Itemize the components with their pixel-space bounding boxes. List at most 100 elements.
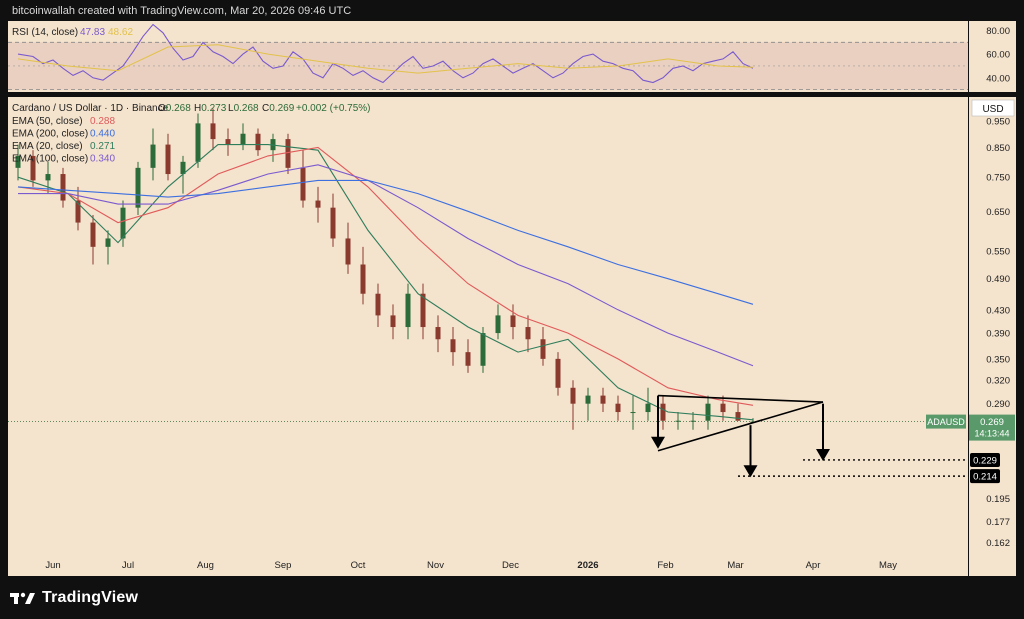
ohlc-h: H0.273: [194, 103, 227, 114]
rsi-tick-label: 60.00: [986, 50, 1010, 61]
arrow-head: [816, 449, 830, 462]
candle: [240, 123, 246, 151]
candle: [300, 150, 306, 208]
price-tick-label: 0.950: [986, 116, 1010, 127]
symbol-tag-box: [926, 414, 966, 429]
candle-body: [90, 222, 96, 247]
price-tick-label: 0.350: [986, 354, 1010, 365]
arrow-head: [743, 465, 758, 478]
candle: [330, 193, 336, 247]
ema-legend-value: 0.340: [90, 154, 115, 165]
ema-legend-label: EMA (200, close): [12, 129, 88, 140]
target-tag-label: 0.229: [973, 455, 997, 466]
rsi-scale-panel: [969, 21, 1016, 92]
time-tick-label: Jun: [45, 560, 60, 571]
candle: [390, 304, 396, 340]
down-arrow: [743, 425, 758, 478]
price-tick-label: 0.177: [986, 517, 1010, 528]
price-tick-label: 0.430: [986, 305, 1010, 316]
candle: [255, 128, 261, 156]
price-tick-label: 0.390: [986, 329, 1010, 340]
candle-body: [480, 333, 486, 366]
candle: [615, 395, 621, 421]
candle-body: [360, 264, 366, 294]
price-tick-label: 0.162: [986, 538, 1010, 549]
target-tag-label: 0.214: [973, 472, 997, 483]
candle-body: [540, 339, 546, 359]
candle-body: [435, 327, 441, 340]
candle-body: [255, 133, 261, 151]
candle: [210, 108, 216, 151]
candle: [360, 246, 366, 305]
candle-body: [495, 315, 501, 334]
candle-body: [420, 293, 426, 328]
candle-body: [60, 174, 66, 201]
time-tick-label: Aug: [197, 560, 214, 571]
ema100-line: [18, 164, 754, 367]
candle: [195, 113, 201, 168]
candle-body: [105, 238, 111, 247]
candle-body: [15, 155, 21, 168]
ema-legend-label: EMA (100, close): [12, 154, 88, 165]
candle: [510, 304, 516, 340]
candle: [465, 339, 471, 373]
brand[interactable]: TradingView: [10, 587, 138, 609]
candle: [15, 144, 21, 181]
candle-body: [375, 293, 381, 316]
rsi-line: [17, 23, 754, 84]
triangle-upper-line: [657, 394, 824, 403]
candle-body: [150, 144, 156, 168]
candle-body: [555, 358, 561, 388]
time-tick-label: Dec: [502, 560, 519, 571]
candle: [705, 395, 711, 430]
triangle-lower-line: [657, 401, 824, 452]
candle-body: [315, 200, 321, 208]
candle-body: [390, 315, 396, 328]
candle-body: [210, 123, 216, 140]
ohlc-value: 0.273: [201, 103, 226, 114]
price-tick-label: 0.490: [986, 274, 1010, 285]
candle-body: [165, 144, 171, 175]
candle: [525, 315, 531, 353]
candle: [645, 387, 651, 421]
candle: [405, 283, 411, 340]
candle: [495, 304, 501, 340]
target-tag-box: [970, 469, 1000, 484]
candle-body: [525, 327, 531, 340]
ema-legend-value: 0.440: [90, 129, 115, 140]
candle: [150, 128, 156, 181]
candle-body: [225, 139, 231, 145]
ema-legend-label: EMA (20, close): [12, 141, 83, 152]
currency-label: USD: [982, 104, 1003, 115]
candle-body: [465, 352, 471, 366]
candle-body: [570, 387, 576, 404]
rsi-ma-line: [17, 44, 754, 74]
arrow-head: [651, 436, 665, 449]
candle-body: [195, 123, 201, 162]
candle-body: [585, 395, 591, 404]
candle: [105, 230, 111, 265]
candle: [285, 133, 291, 175]
price-tick-label: 0.850: [986, 143, 1010, 154]
rsi-tick-label: 40.00: [986, 73, 1010, 84]
ohlc-value: 0.269: [269, 103, 294, 114]
candle-body: [120, 207, 126, 239]
time-axis-panel: [8, 553, 968, 576]
price-tick-label: 0.290: [986, 399, 1010, 410]
time-tick-label: Jul: [122, 560, 134, 571]
rsi-ma-legend-value: 48.62: [108, 27, 133, 38]
candle: [585, 387, 591, 421]
candle-body: [30, 155, 36, 181]
candle-body: [75, 200, 81, 223]
candle-body: [720, 403, 726, 413]
candle: [165, 133, 171, 181]
currency-box: [971, 99, 1015, 117]
candle-body: [735, 412, 741, 421]
ema200-line: [17, 179, 754, 305]
candle: [345, 222, 351, 274]
candle-body: [705, 403, 711, 421]
candle-body: [450, 339, 456, 353]
candle-body: [675, 420, 681, 422]
